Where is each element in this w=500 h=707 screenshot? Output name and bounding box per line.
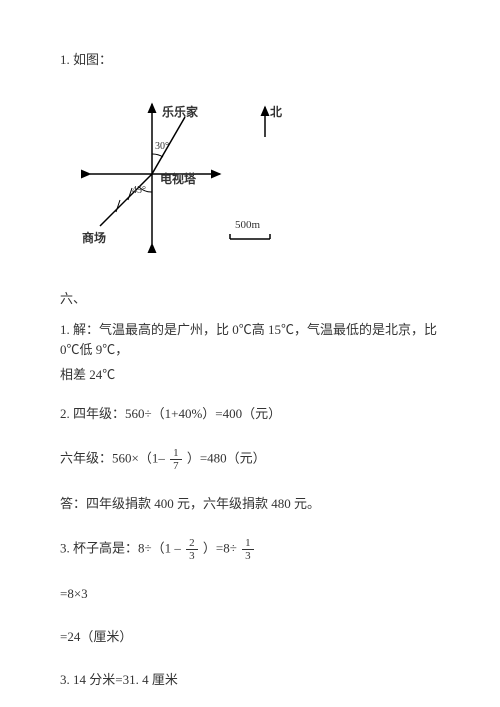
fraction-1-3: 13 (242, 537, 254, 562)
label-angle45: 45° (132, 183, 146, 199)
a3-line3: =24（厘米） (60, 627, 440, 648)
a3-line1: 3. 杯子高是：8÷（1 – 23 ）=8÷ 13 (60, 537, 440, 562)
label-lele: 乐乐家 (162, 103, 198, 122)
a3-line1b: ）=8÷ (203, 540, 237, 555)
answer-1: 1. 解：气温最高的是广州，比 0℃高 15℃，气温最低的是北京，比 0℃低 9… (60, 320, 440, 386)
label-market: 商场 (82, 229, 106, 248)
a2-line2a: 六年级：560×（1– (60, 450, 165, 465)
a1-text2: 相差 24℃ (60, 365, 440, 386)
label-angle30: 30° (155, 139, 169, 155)
a2-line2: 六年级：560×（1– 17 ）=480（元） (60, 447, 440, 472)
fraction-2-3: 23 (186, 537, 198, 562)
question-1-label: 1. 如图： (60, 50, 440, 71)
label-scale: 500m (235, 217, 260, 235)
a2-line1: 2. 四年级：560÷（1+40%）=400（元） (60, 404, 440, 425)
label-tvtower: 电视塔 (160, 170, 196, 189)
a1-prefix: 1. 解： (60, 322, 99, 337)
a3-line2: =8×3 (60, 584, 440, 605)
a1-text1: 气温最高的是广州，比 0℃高 15℃，气温最低的是北京，比 0℃低 9℃， (60, 322, 437, 358)
section-six: 六、 (60, 289, 440, 310)
label-north: 北 (270, 103, 282, 122)
a2-answer: 答：四年级捐款 400 元，六年级捐款 480 元。 (60, 494, 440, 515)
direction-diagram: 乐乐家 北 30° 电视塔 45° 商场 500m (70, 89, 290, 269)
a3-line1a: 3. 杯子高是：8÷（1 – (60, 540, 181, 555)
a2-line2b: ）=480（元） (187, 450, 266, 465)
fraction-1-7: 17 (170, 447, 182, 472)
a314: 3. 14 分米=31. 4 厘米 (60, 670, 440, 691)
